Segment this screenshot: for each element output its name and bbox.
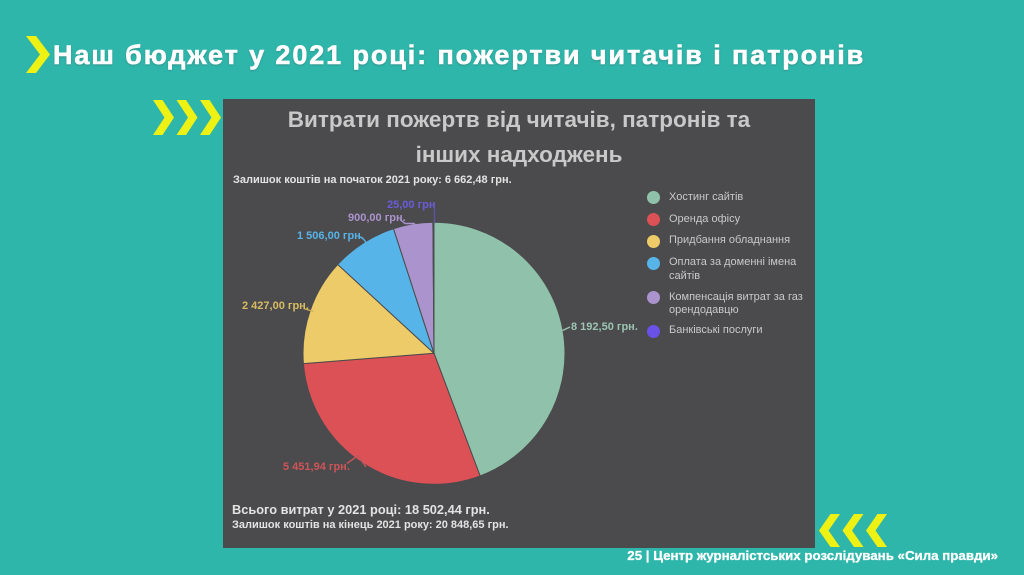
svg-text:8 192,50 грн.: 8 192,50 грн.	[571, 321, 638, 333]
svg-text:900,00 грн.: 900,00 грн.	[348, 212, 406, 224]
svg-text:2 427,00 грн.: 2 427,00 грн.	[242, 300, 309, 312]
svg-text:5 451,94 грн.: 5 451,94 грн.	[283, 461, 350, 473]
svg-text:25,00 грн: 25,00 грн	[387, 199, 436, 211]
svg-text:1 506,00 грн.: 1 506,00 грн.	[297, 230, 364, 242]
